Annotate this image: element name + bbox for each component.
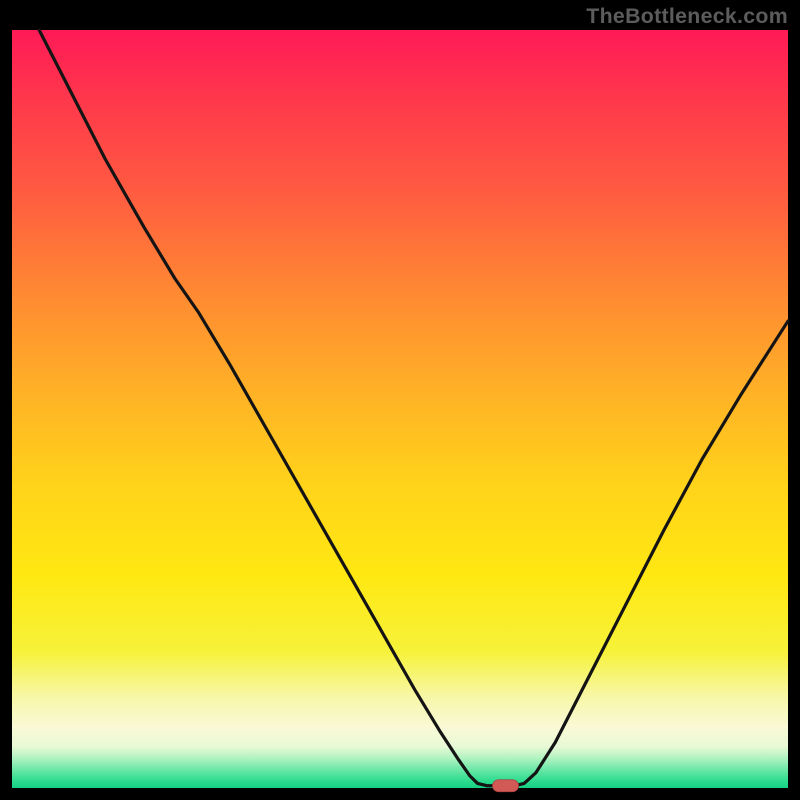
watermark-label: TheBottleneck.com [586, 4, 788, 29]
optimum-marker [493, 780, 519, 792]
chart-container: TheBottleneck.com [0, 0, 800, 800]
bottleneck-chart [0, 0, 800, 800]
plot-area [12, 30, 788, 788]
